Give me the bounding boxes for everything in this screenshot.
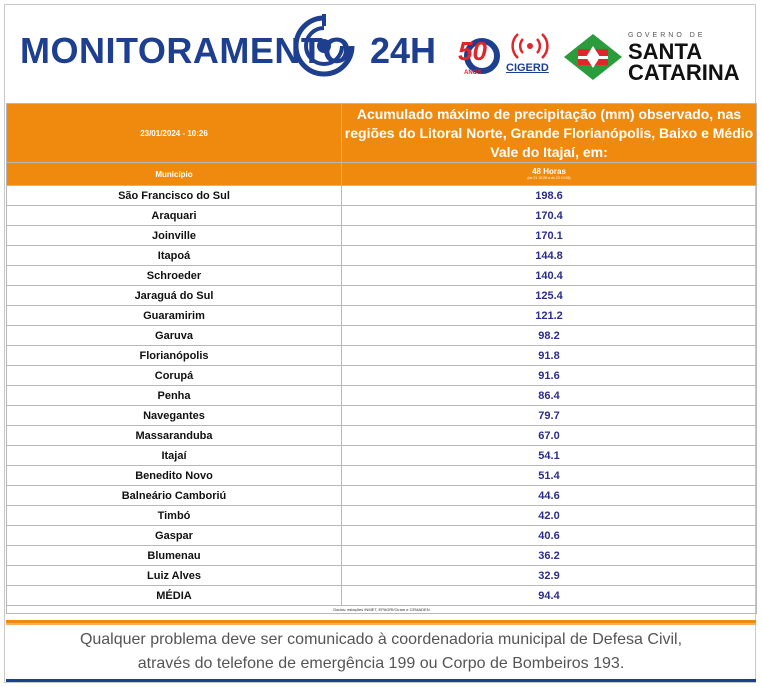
signal-icon xyxy=(511,33,549,59)
table-row: Luiz Alves 32.9 xyxy=(6,565,757,586)
municipio-cell: Itajaí xyxy=(6,445,342,466)
municipio-cell: Navegantes xyxy=(6,405,342,426)
report-title: Acumulado máximo de precipitação (mm) ob… xyxy=(341,103,757,163)
precipitation-value-cell: 44.6 xyxy=(341,485,757,506)
table-body: São Francisco do Sul 198.6 Araquari 170.4 Jo… xyxy=(6,185,757,606)
precipitation-value-cell: 91.8 xyxy=(341,345,757,366)
report-datetime: 23/01/2024 - 10:26 xyxy=(6,103,342,163)
table-row: Benedito Novo 51.4 xyxy=(6,465,757,486)
brand-24h: 24H xyxy=(370,30,437,71)
table-row: Guaramirim 121.2 xyxy=(6,305,757,326)
precipitation-value-cell: 98.2 xyxy=(341,325,757,346)
table-row: Blumenau 36.2 xyxy=(6,545,757,566)
table-row: Itapoá 144.8 xyxy=(6,245,757,266)
municipio-cell: Penha xyxy=(6,385,342,406)
precipitation-value-cell: 140.4 xyxy=(341,265,757,286)
table-row: Gaspar 40.6 xyxy=(6,525,757,546)
precipitation-value-cell: 40.6 xyxy=(341,525,757,546)
table-row: Jaraguá do Sul 125.4 xyxy=(6,285,757,306)
orange-divider xyxy=(6,620,756,623)
sc-flag-icon xyxy=(564,34,622,80)
municipio-cell: Corupá xyxy=(6,365,342,386)
precipitation-value-cell: 125.4 xyxy=(341,285,757,306)
municipio-cell: Gaspar xyxy=(6,525,342,546)
municipio-cell: Luiz Alves xyxy=(6,565,342,586)
table-row: Itajaí 54.1 xyxy=(6,445,757,466)
precipitation-value-cell: 32.9 xyxy=(341,565,757,586)
cigerd-logo: CIGERD xyxy=(504,30,556,86)
municipio-cell: Balneário Camboriú xyxy=(6,485,342,506)
sc-government-logo: GOVERNO DE SANTA CATARINA xyxy=(562,32,758,88)
municipio-cell: Florianópolis xyxy=(6,345,342,366)
table-row: Massaranduba 67.0 xyxy=(6,425,757,446)
municipio-cell: Itapoá xyxy=(6,245,342,266)
table-row: Corupá 91.6 xyxy=(6,365,757,386)
cigerd-label: CIGERD xyxy=(506,62,549,74)
precipitation-value-cell: 54.1 xyxy=(341,445,757,466)
municipio-cell: Timbó xyxy=(6,505,342,526)
precipitation-value-cell: 86.4 xyxy=(341,385,757,406)
municipio-cell: Garuva xyxy=(6,325,342,346)
precipitation-table: 23/01/2024 - 10:26 Acumulado máximo de p… xyxy=(6,103,757,614)
data-source-note: Dados: estações INMET, EPAGRI/Ciram e CE… xyxy=(6,605,757,614)
precipitation-value-cell: 198.6 xyxy=(341,185,757,206)
precipitation-value-cell: 79.7 xyxy=(341,405,757,426)
column-48h-range: (de 21 10:26 a de 23 10:26) xyxy=(527,176,571,180)
precipitation-value-cell: 94.4 xyxy=(341,585,757,606)
table-row: Timbó 42.0 xyxy=(6,505,757,526)
precipitation-value-cell: 121.2 xyxy=(341,305,757,326)
column-48h-label: 48 Horas xyxy=(532,167,566,176)
table-row: Araquari 170.4 xyxy=(6,205,757,226)
table-row: Penha 86.4 xyxy=(6,385,757,406)
municipio-cell: Blumenau xyxy=(6,545,342,566)
bottom-bar xyxy=(6,679,756,682)
sc-gov-label: GOVERNO DE xyxy=(628,32,706,39)
table-row: Balneário Camboriú 44.6 xyxy=(6,485,757,506)
table-row: Garuva 98.2 xyxy=(6,325,757,346)
notice-line1: Qualquer problema deve ser comunicado à … xyxy=(79,631,683,648)
precipitation-value-cell: 144.8 xyxy=(341,245,757,266)
precipitation-value-cell: 67.0 xyxy=(341,425,757,446)
header: MONITORAMENTO 24H 50 ANOS CIGERD xyxy=(6,6,756,101)
logo-50-number: 50 xyxy=(458,36,487,66)
radar-icon xyxy=(293,14,355,77)
emergency-notice: Qualquer problema deve ser comunicado à … xyxy=(6,628,756,676)
sc-state-line2: CATARINA xyxy=(628,60,740,85)
table-row: Florianópolis 91.8 xyxy=(6,345,757,366)
precipitation-value-cell: 91.6 xyxy=(341,365,757,386)
precipitation-value-cell: 51.4 xyxy=(341,465,757,486)
column-municipio: Município xyxy=(6,162,342,186)
municipio-cell: Schroeder xyxy=(6,265,342,286)
table-row: Joinville 170.1 xyxy=(6,225,757,246)
logo-50-sub: ANOS xyxy=(464,70,482,76)
municipio-cell: MÉDIA xyxy=(6,585,342,606)
fifty-years-icon xyxy=(464,38,500,74)
municipio-cell: São Francisco do Sul xyxy=(6,185,342,206)
precipitation-value-cell: 42.0 xyxy=(341,505,757,526)
municipio-cell: Araquari xyxy=(6,205,342,226)
precipitation-value-cell: 170.1 xyxy=(341,225,757,246)
notice-line2: através do telefone de emergência 199 ou… xyxy=(137,655,625,672)
precipitation-value-cell: 170.4 xyxy=(341,205,757,226)
municipio-cell: Jaraguá do Sul xyxy=(6,285,342,306)
column-48h: 48 Horas (de 21 10:26 a de 23 10:26) xyxy=(341,162,757,186)
municipio-cell: Benedito Novo xyxy=(6,465,342,486)
municipio-cell: Massaranduba xyxy=(6,425,342,446)
table-row: MÉDIA 94.4 xyxy=(6,585,757,606)
table-row: Navegantes 79.7 xyxy=(6,405,757,426)
table-row: Schroeder 140.4 xyxy=(6,265,757,286)
table-row: São Francisco do Sul 198.6 xyxy=(6,185,757,206)
precipitation-value-cell: 36.2 xyxy=(341,545,757,566)
logo-50-anos: 50 ANOS xyxy=(452,30,502,82)
orange-divider-light xyxy=(6,623,756,625)
municipio-cell: Joinville xyxy=(6,225,342,246)
municipio-cell: Guaramirim xyxy=(6,305,342,326)
sc-state-line1: SANTA xyxy=(628,39,703,64)
